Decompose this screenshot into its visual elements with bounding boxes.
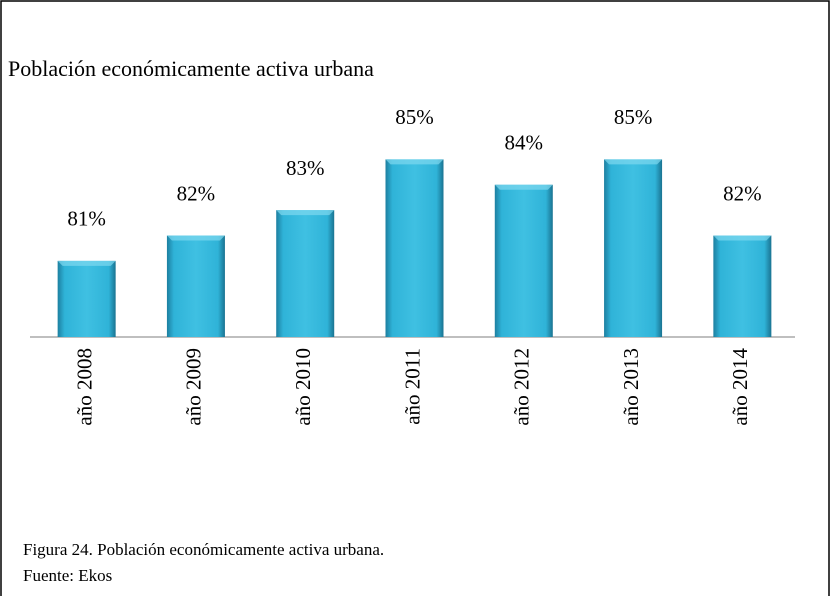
bar: [57, 260, 116, 337]
bar-bevel: [494, 184, 553, 190]
bar-bevel: [604, 159, 663, 165]
x-tick-label: año 2012: [510, 348, 534, 426]
chart-title: Población económicamente activa urbana: [8, 56, 374, 81]
bar: [166, 235, 225, 337]
data-label: 82%: [723, 181, 762, 205]
bar: [713, 235, 772, 337]
x-tick-label: año 2010: [291, 348, 315, 426]
bar: [494, 184, 553, 337]
data-label: 82%: [177, 181, 216, 205]
x-tick-label: año 2011: [400, 348, 424, 425]
data-label: 84%: [505, 131, 544, 155]
bar-bevel: [57, 260, 116, 266]
bar: [604, 159, 663, 337]
source: Fuente: Ekos: [23, 566, 112, 585]
bar-bevel: [276, 210, 335, 216]
x-tick-label: año 2009: [182, 348, 206, 426]
data-label: 83%: [286, 156, 325, 180]
data-label: 85%: [395, 105, 434, 129]
bar: [276, 210, 335, 337]
data-label: 85%: [614, 105, 653, 129]
data-label: 81%: [67, 207, 106, 231]
x-tick-label: año 2008: [72, 348, 96, 426]
bar-bevel: [166, 235, 225, 241]
bar: [385, 159, 444, 337]
bar-bevel: [713, 235, 772, 241]
x-tick-label: año 2013: [619, 348, 643, 426]
bar-bevel: [385, 159, 444, 165]
caption: Figura 24. Población económicamente acti…: [23, 540, 384, 559]
x-tick-label: año 2014: [728, 348, 752, 426]
